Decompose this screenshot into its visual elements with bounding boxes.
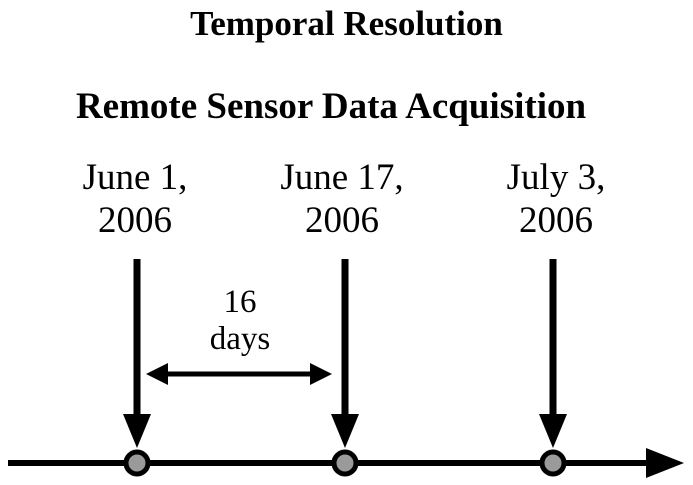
- acquisition-date-line1: June 17,: [280, 157, 404, 198]
- acquisition-date-line2: 2006: [519, 200, 593, 241]
- interval-double-arrow: [146, 363, 332, 385]
- acquisition-date-label-1: June 1, 2006: [35, 156, 235, 242]
- acquisition-arrow-3: [539, 259, 567, 448]
- acquisition-date-line2: 2006: [305, 200, 379, 241]
- acquisition-arrow-1: [123, 259, 151, 448]
- diagram-title: Temporal Resolution: [190, 4, 503, 43]
- interval-value: 16: [223, 284, 257, 320]
- timeline-arrowhead: [646, 448, 684, 478]
- acquisition-date-label-2: June 17, 2006: [242, 156, 442, 242]
- acquisition-marker-1: [123, 449, 151, 477]
- acquisition-date-label-3: July 3, 2006: [456, 156, 656, 242]
- diagram-subtitle: Remote Sensor Data Acquisition: [75, 86, 587, 127]
- interval-label: 16 days: [180, 284, 300, 358]
- acquisition-date-line1: June 1,: [82, 157, 188, 198]
- interval-unit: days: [209, 321, 271, 357]
- acquisition-date-line2: 2006: [98, 200, 172, 241]
- acquisition-arrow-2: [331, 259, 359, 448]
- acquisition-date-line1: July 3,: [506, 157, 606, 198]
- acquisition-marker-3: [539, 449, 567, 477]
- acquisition-marker-2: [331, 449, 359, 477]
